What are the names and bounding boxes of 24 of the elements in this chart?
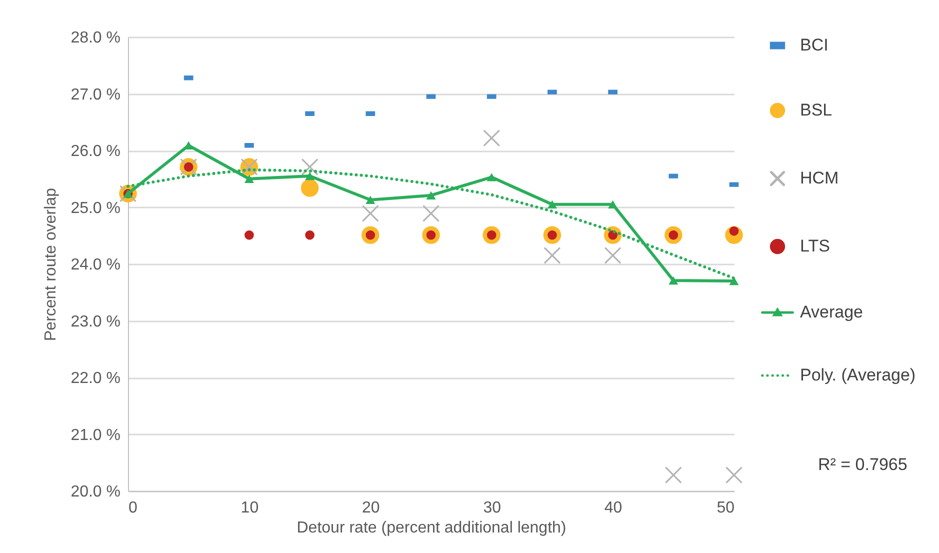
y-tick-label: 26.0 % [70, 143, 120, 160]
y-tick-label: 21.0 % [70, 426, 120, 444]
y-tick-label: 27.0 % [70, 86, 120, 104]
x-tick-label: 0 [128, 500, 138, 516]
x-tick-label: 50 [716, 500, 735, 516]
x-tick-label: 30 [483, 500, 502, 516]
legend-label: HCM [800, 168, 839, 188]
legend-label: Poly. (Average) [800, 366, 916, 384]
y-tick-label: 24.0 % [70, 256, 120, 274]
y-tick-label: 20.0 % [70, 484, 120, 500]
y-tick-label: 28.0 % [70, 30, 120, 46]
y-tick-label: 23.0 % [70, 313, 120, 330]
x-tick-label: 40 [604, 500, 622, 516]
legend-label: Average [800, 302, 864, 322]
y-tick-label: 22.0 % [70, 370, 120, 387]
legend-label: BCI [800, 36, 828, 54]
x-tick-label: 20 [362, 500, 380, 516]
legend-label: BSL [800, 100, 832, 120]
y-axis-title: Percent route overlap [42, 188, 60, 341]
y-tick-label: 25.0 % [70, 200, 120, 217]
x-tick-label: 10 [240, 500, 259, 516]
text: R² = 0.7965 [818, 455, 908, 475]
legend-label: LTS [800, 236, 830, 256]
x-axis-title: Detour rate (percent additional length) [296, 520, 566, 536]
